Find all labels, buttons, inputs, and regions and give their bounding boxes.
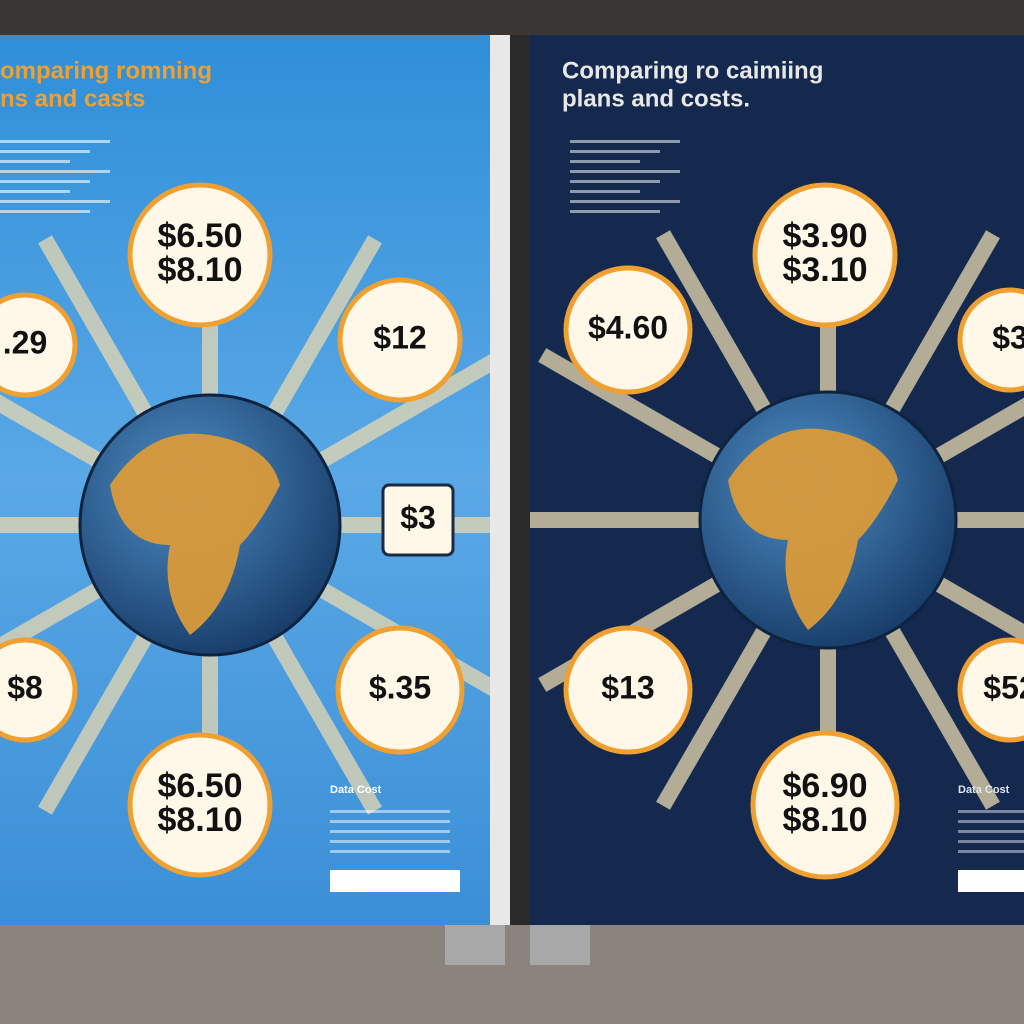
poster-title: plans and costs. [562,85,750,112]
text-line [0,170,110,173]
price: .29 [3,324,47,360]
text-line [570,210,660,213]
price: $3 [400,499,436,535]
price-box [381,483,455,557]
price: $8.10 [157,801,242,839]
text-line [958,810,1024,813]
price: $.35 [369,669,431,705]
price: $3.90 [782,217,867,255]
text-line [330,840,450,843]
price: $4.60 [588,309,668,345]
text-line [958,830,1024,833]
footer-label: Data Cost [958,784,1010,796]
price-circle [335,625,465,755]
text-line [0,160,70,163]
text-line [330,850,450,853]
price: $13 [601,669,654,705]
poster-title: omparing romning [0,57,212,84]
text-line [330,810,450,813]
price: $6.50 [157,217,242,255]
continent [728,428,898,630]
text-line [570,180,660,183]
price-circle [337,277,463,403]
text-line [570,160,640,163]
text-line [570,200,680,203]
price-circle [127,732,273,878]
text-line [570,190,640,193]
text-line [0,210,90,213]
text-line [958,820,1024,823]
price-circle [750,730,900,880]
price-circle [957,637,1024,743]
poster-title: Comparing ro caimiing [562,57,823,84]
text-line [0,200,110,203]
text-line [0,180,90,183]
price: $12 [373,319,426,355]
price: $8.10 [157,251,242,289]
price-circle [0,292,78,398]
footer-bar [330,870,460,892]
price: $6.50 [157,767,242,805]
price-circle [563,265,693,395]
text-line [570,170,680,173]
text-line [0,150,90,153]
wall [0,0,1024,35]
text-line [570,140,680,143]
price-circle [563,625,693,755]
price-circle [0,637,78,743]
poster-edge [490,35,510,925]
price: $3.10 [782,251,867,289]
text-line [0,140,110,143]
footer-bar [958,870,1024,892]
continent [110,433,280,635]
stand [530,920,590,965]
price: $6.90 [782,767,867,805]
price: $52 [983,669,1024,705]
price: $8 [7,669,43,705]
footer-label: Data Cost [330,784,382,796]
price: $3 [992,319,1024,355]
text-line [330,830,450,833]
text-line [0,190,70,193]
poster-title: ns and casts [0,85,145,112]
text-line [958,840,1024,843]
text-line [570,150,660,153]
stand [445,920,505,965]
price: $8.10 [782,801,867,839]
pavement [0,925,1024,1024]
price-circle [127,182,273,328]
price-circle [957,287,1024,393]
text-line [330,820,450,823]
text-line [958,850,1024,853]
price-circle [752,182,898,328]
